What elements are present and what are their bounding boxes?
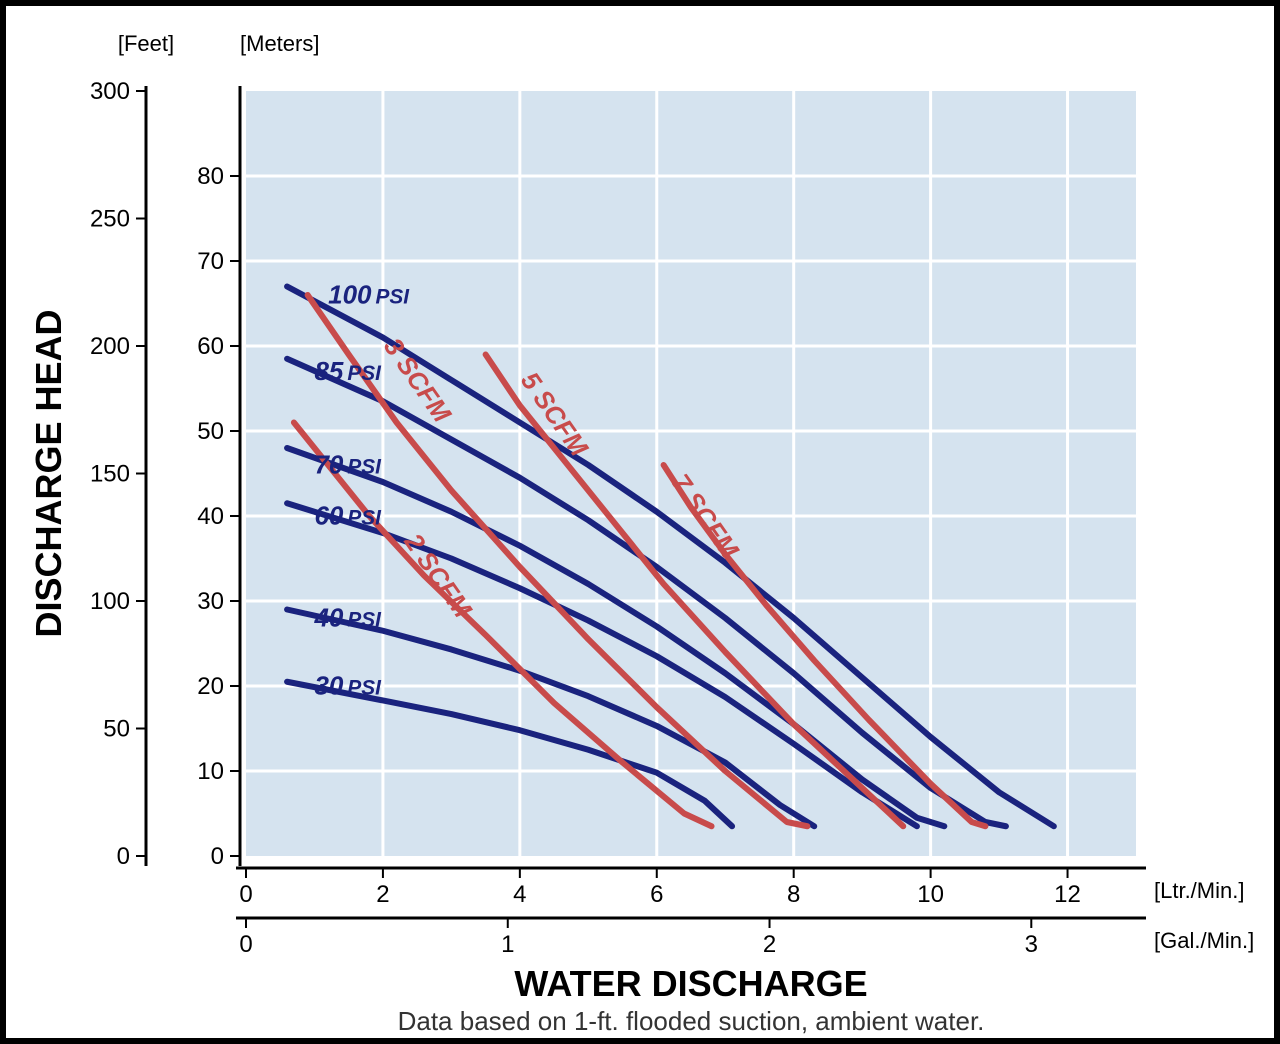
y-ticklabel-feet: 100 bbox=[90, 588, 130, 615]
x-ticklabel-gal: 3 bbox=[1025, 931, 1038, 958]
y-ticklabel-meters: 40 bbox=[197, 503, 224, 530]
x-ticklabel-gal: 2 bbox=[763, 931, 776, 958]
x-ticklabel-gal: 0 bbox=[239, 931, 252, 958]
x-unit-ltr: [Ltr./Min.] bbox=[1154, 878, 1244, 903]
x-ticklabel-ltr: 6 bbox=[650, 881, 663, 908]
y-ticklabel-feet: 250 bbox=[90, 206, 130, 233]
x-ticklabel-ltr: 8 bbox=[787, 881, 800, 908]
y-ticklabel-meters: 10 bbox=[197, 758, 224, 785]
y-ticklabel-meters: 20 bbox=[197, 673, 224, 700]
y-unit-meters: [Meters] bbox=[240, 31, 319, 56]
x-ticklabel-ltr: 10 bbox=[917, 881, 944, 908]
y-ticklabel-meters: 60 bbox=[197, 333, 224, 360]
y-ticklabel-feet: 0 bbox=[117, 843, 130, 870]
x-ticklabel-ltr: 12 bbox=[1054, 881, 1081, 908]
y-ticklabel-meters: 80 bbox=[197, 163, 224, 190]
x-axis-title: WATER DISCHARGE bbox=[514, 963, 867, 1004]
chart-frame: 30PSI40PSI60PSI70PSI85PSI100PSI2 SCFM3 S… bbox=[0, 0, 1280, 1044]
y-ticklabel-feet: 150 bbox=[90, 461, 130, 488]
y-ticklabel-feet: 300 bbox=[90, 78, 130, 105]
y-unit-feet: [Feet] bbox=[118, 31, 174, 56]
x-unit-gal: [Gal./Min.] bbox=[1154, 928, 1254, 953]
y-ticklabel-meters: 0 bbox=[211, 843, 224, 870]
x-ticklabel-ltr: 2 bbox=[376, 881, 389, 908]
y-ticklabel-feet: 200 bbox=[90, 333, 130, 360]
y-ticklabel-meters: 70 bbox=[197, 248, 224, 275]
y-ticklabel-feet: 50 bbox=[103, 716, 130, 743]
y-axis-title: DISCHARGE HEAD bbox=[28, 309, 69, 637]
x-ticklabel-gal: 1 bbox=[501, 931, 514, 958]
x-ticklabel-ltr: 0 bbox=[239, 881, 252, 908]
y-ticklabel-meters: 30 bbox=[197, 588, 224, 615]
chart-footnote: Data based on 1-ft. flooded suction, amb… bbox=[398, 1006, 985, 1036]
x-ticklabel-ltr: 4 bbox=[513, 881, 526, 908]
y-ticklabel-meters: 50 bbox=[197, 418, 224, 445]
pump-curve-chart: 30PSI40PSI60PSI70PSI85PSI100PSI2 SCFM3 S… bbox=[6, 6, 1274, 1038]
